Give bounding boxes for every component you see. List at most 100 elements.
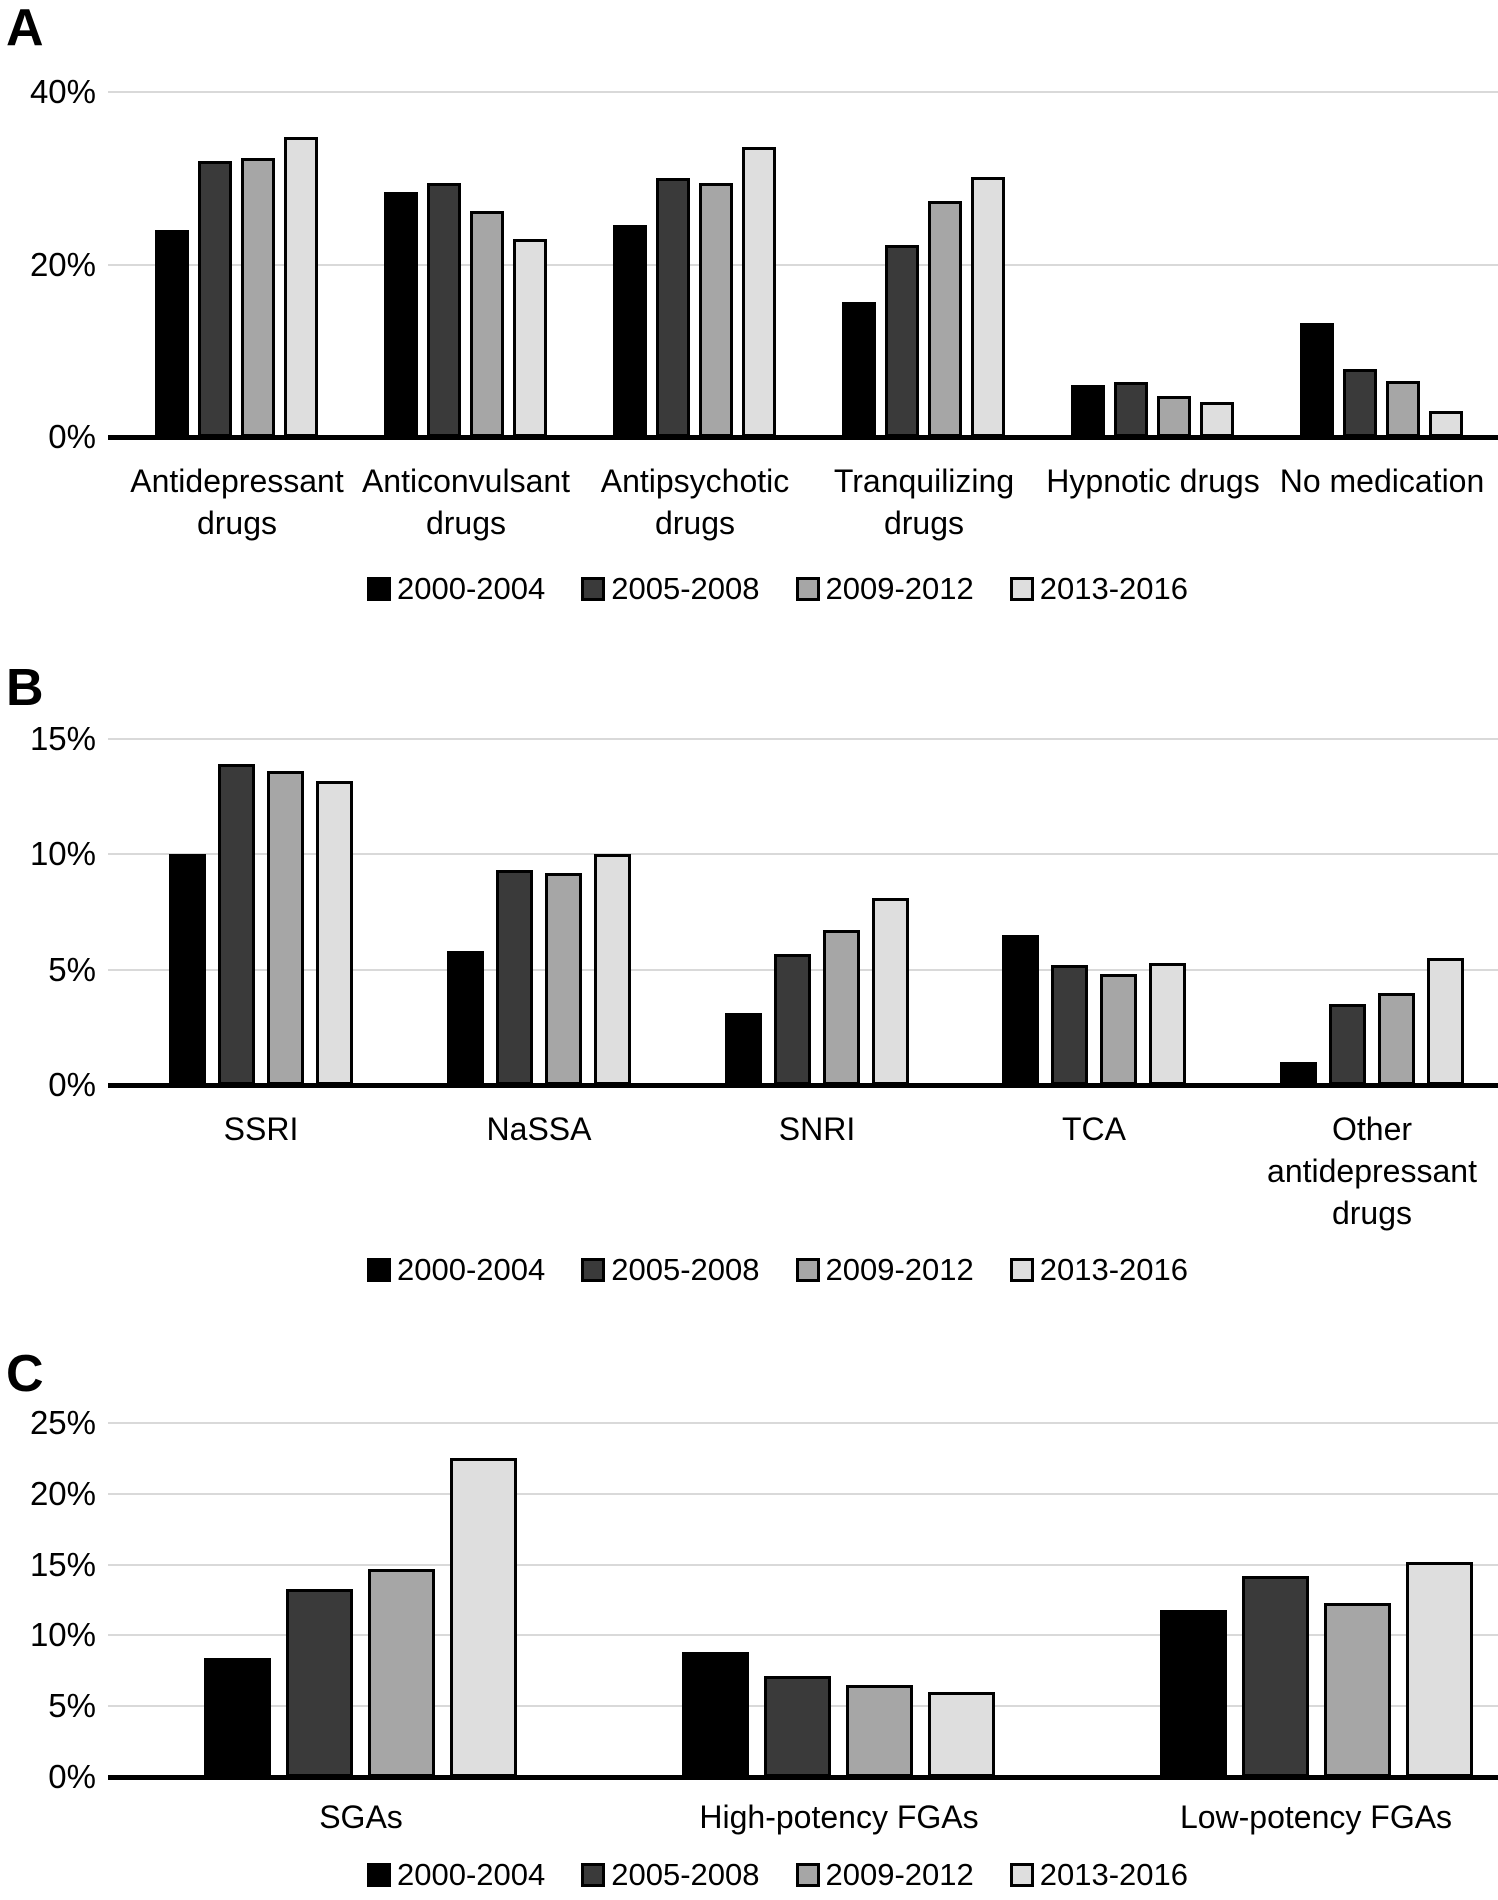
legend-swatch-icon xyxy=(1009,577,1034,601)
legend-swatch-icon xyxy=(1009,1863,1034,1887)
y-tick-label: 5% xyxy=(48,1687,96,1725)
category-label: Low-potency FGAs xyxy=(1179,1799,1453,1835)
bar xyxy=(613,225,647,437)
legend-item: 2005-2008 xyxy=(581,1253,760,1287)
bar xyxy=(1051,965,1088,1085)
bar xyxy=(928,201,962,437)
bar xyxy=(368,1569,435,1777)
panel-letter: C xyxy=(6,1345,44,1403)
legend-swatch-icon xyxy=(367,1258,391,1282)
bar xyxy=(699,183,733,437)
legend-swatch-icon xyxy=(581,577,606,601)
legend-label: 2000-2004 xyxy=(397,1857,546,1892)
legend-swatch-icon xyxy=(795,1863,820,1887)
x-axis-line xyxy=(108,435,1498,440)
category-label: SNRI xyxy=(778,1111,856,1147)
bar xyxy=(1406,1562,1473,1777)
legend-label: 2013-2016 xyxy=(1039,571,1188,606)
bar xyxy=(842,302,876,437)
gridline xyxy=(108,1563,1498,1566)
gridline xyxy=(108,1634,1498,1637)
y-tick-label: 20% xyxy=(29,245,96,283)
legend-item: 2013-2016 xyxy=(1009,1253,1188,1287)
bar xyxy=(1149,963,1186,1085)
bar xyxy=(169,854,206,1085)
bar xyxy=(1324,1603,1391,1777)
bar xyxy=(1100,974,1137,1085)
legend-item: 2013-2016 xyxy=(1009,571,1188,606)
category-label: TCA xyxy=(1062,1111,1126,1147)
y-tick-label: 0% xyxy=(48,1066,96,1103)
category-label: High-potency FGAs xyxy=(699,1799,979,1835)
bar xyxy=(267,771,304,1085)
bar xyxy=(1329,1004,1366,1085)
bar xyxy=(204,1658,271,1777)
gridline xyxy=(108,1492,1498,1495)
bar xyxy=(846,1685,913,1777)
y-tick-label: 25% xyxy=(29,1404,96,1441)
y-tick-label: 15% xyxy=(29,1545,96,1583)
y-tick-label: 40% xyxy=(29,73,96,110)
legend-label: 2013-2016 xyxy=(1039,1857,1188,1892)
category-label: Antipsychotic drugs xyxy=(600,463,790,541)
panel-letter: A xyxy=(6,0,44,57)
category-label: NaSSA xyxy=(486,1111,592,1147)
panel-letter: B xyxy=(6,659,44,717)
bar xyxy=(450,1458,517,1777)
bar xyxy=(682,1652,749,1777)
legend-swatch-icon xyxy=(795,1258,820,1282)
legend-swatch-icon xyxy=(367,1863,391,1887)
bar xyxy=(284,137,318,437)
bar xyxy=(496,870,533,1085)
legend-label: 2009-2012 xyxy=(825,571,974,606)
bar xyxy=(725,1013,762,1085)
y-tick-label: 0% xyxy=(48,418,96,455)
legend-label: 2000-2004 xyxy=(397,1252,546,1287)
bar xyxy=(1114,382,1148,437)
y-tick-label: 5% xyxy=(48,950,96,988)
category-label: Antidepressant drugs xyxy=(130,463,344,541)
bar xyxy=(198,161,232,437)
bar xyxy=(1300,323,1334,437)
gridline xyxy=(108,91,1498,93)
legend-label: 2005-2008 xyxy=(611,571,760,606)
legend-label: 2009-2012 xyxy=(825,1252,974,1287)
bar xyxy=(1160,1610,1227,1777)
x-axis-line xyxy=(108,1775,1498,1780)
category-label: Hypnotic drugs xyxy=(1046,463,1260,499)
bar xyxy=(971,177,1005,437)
legend-label: 2005-2008 xyxy=(611,1857,760,1892)
bar xyxy=(1002,935,1039,1085)
bar xyxy=(470,211,504,437)
gridline xyxy=(108,1422,1498,1424)
legend-swatch-icon xyxy=(581,1863,606,1887)
legend-item: 2000-2004 xyxy=(367,1858,545,1892)
legend-swatch-icon xyxy=(1009,1258,1034,1282)
legend-swatch-icon xyxy=(795,577,820,601)
bar xyxy=(656,178,690,437)
bar xyxy=(885,245,919,437)
y-tick-label: 20% xyxy=(29,1474,96,1512)
bar xyxy=(742,147,776,437)
bar xyxy=(286,1589,353,1777)
bar xyxy=(1242,1576,1309,1777)
bar xyxy=(928,1692,995,1777)
legend: 2000-2004 2005-2008 2009-2012 2013-2016 xyxy=(100,1253,1455,1287)
bar xyxy=(774,954,811,1085)
x-axis-line xyxy=(108,1083,1498,1088)
legend-item: 2000-2004 xyxy=(367,1253,545,1287)
bar xyxy=(594,854,631,1085)
bar xyxy=(764,1676,831,1777)
bar xyxy=(823,930,860,1085)
legend-item: 2009-2012 xyxy=(795,571,974,606)
legend-swatch-icon xyxy=(367,577,391,601)
y-tick-label: 10% xyxy=(29,835,96,873)
legend: 2000-2004 2005-2008 2009-2012 2013-2016 xyxy=(100,1858,1455,1892)
category-label: SGAs xyxy=(319,1799,403,1835)
bar xyxy=(241,158,275,437)
y-tick-label: 15% xyxy=(29,720,96,757)
